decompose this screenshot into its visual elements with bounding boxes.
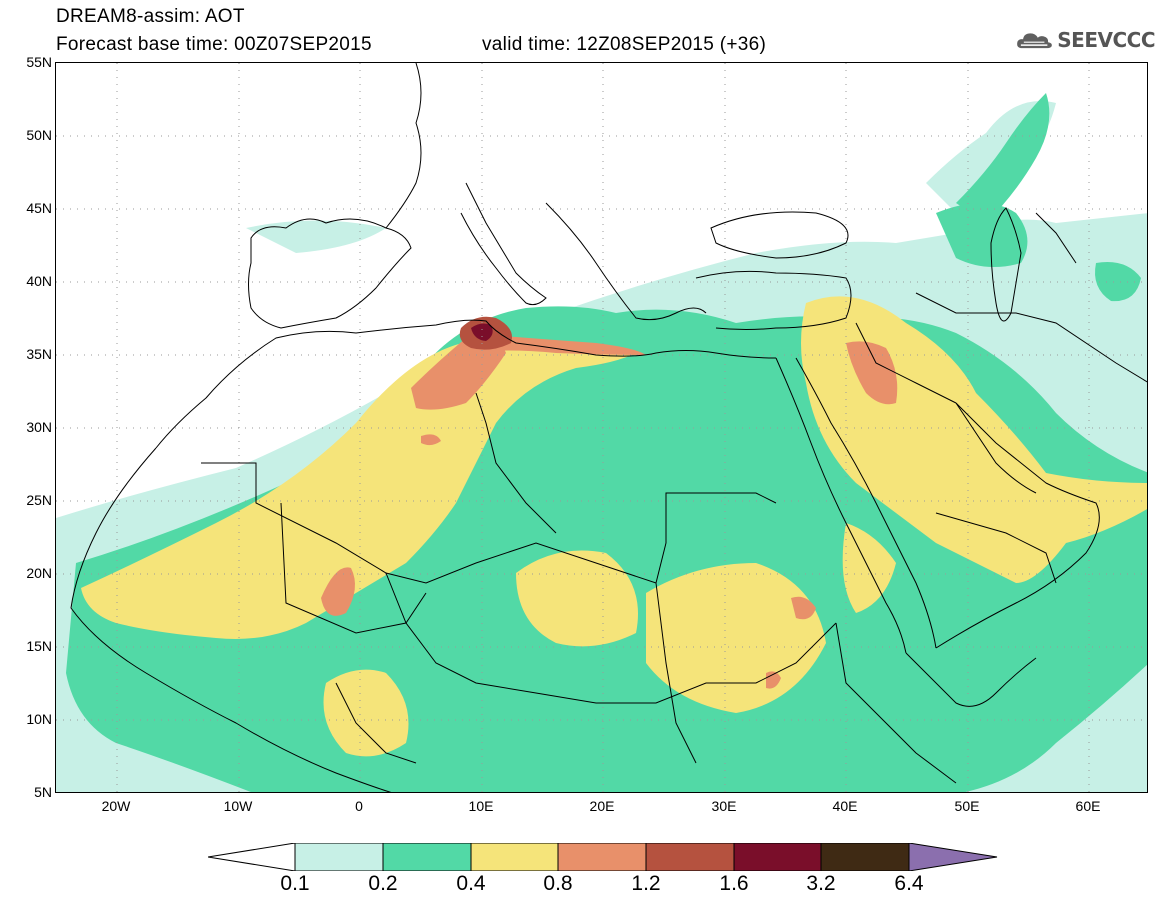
colorbar-segment-2: [382, 843, 472, 871]
lat-label-50n: 50N: [26, 127, 52, 143]
colorbar-label-0-4: 0.4: [456, 872, 486, 895]
colorbar-segment-7: [820, 843, 910, 871]
lon-label-10e: 10E: [468, 798, 494, 814]
lat-label-25n: 25N: [26, 492, 52, 508]
coastlines: [70, 63, 1147, 792]
lat-label-15n: 15N: [26, 638, 52, 654]
logo-text: SEEVCCC: [1057, 28, 1155, 52]
lat-label-10n: 10N: [26, 711, 52, 727]
aot-map: [56, 63, 1147, 792]
lon-label-10w: 10W: [223, 798, 253, 814]
colorbar-label-0-2: 0.2: [368, 872, 398, 895]
lon-label-30e: 30E: [711, 798, 737, 814]
lon-label-20w: 20W: [101, 798, 131, 814]
colorbar-segment-4: [557, 843, 647, 871]
colorbar-segment-6: [733, 843, 822, 871]
lon-label-50e: 50E: [954, 798, 980, 814]
colorbar-arrow-high: [908, 843, 998, 871]
lon-label-40e: 40E: [832, 798, 858, 814]
map-title: DREAM8-assim: AOT: [56, 6, 245, 27]
valid-time: valid time: 12Z08SEP2015 (+36): [482, 34, 767, 55]
lat-label-35n: 35N: [26, 346, 52, 362]
colorbar-label-1-2: 1.2: [631, 872, 661, 895]
lat-label-30n: 30N: [26, 419, 52, 435]
lon-label-0: 0: [355, 798, 363, 814]
colorbar-label-6-4: 6.4: [894, 872, 924, 895]
cloud-icon: [1017, 33, 1052, 49]
seevccc-logo: SEEVCCC: [1015, 22, 1155, 58]
colorbar-segment-1: [294, 843, 384, 871]
lat-label-45n: 45N: [26, 200, 52, 216]
colorbar: [208, 843, 998, 871]
lat-label-5n: 5N: [34, 784, 52, 800]
forecast-base-time: Forecast base time: 00Z07SEP2015: [56, 34, 372, 55]
map-panel: [55, 62, 1148, 793]
graticule: [56, 63, 1147, 792]
colorbar-label-3-2: 3.2: [806, 872, 836, 895]
lat-label-55n: 55N: [26, 54, 52, 70]
lon-label-20e: 20E: [589, 798, 615, 814]
colorbar-segment-3: [470, 843, 559, 871]
lat-label-20n: 20N: [26, 565, 52, 581]
lon-label-60e: 60E: [1075, 798, 1101, 814]
colorbar-label-0-8: 0.8: [543, 872, 573, 895]
colorbar-arrow-low: [208, 843, 296, 871]
aot-band-1-6: [471, 323, 493, 341]
colorbar-label-0-1: 0.1: [280, 872, 310, 895]
colorbar-segment-5: [645, 843, 735, 871]
colorbar-label-1-6: 1.6: [719, 872, 749, 895]
lat-label-40n: 40N: [26, 273, 52, 289]
